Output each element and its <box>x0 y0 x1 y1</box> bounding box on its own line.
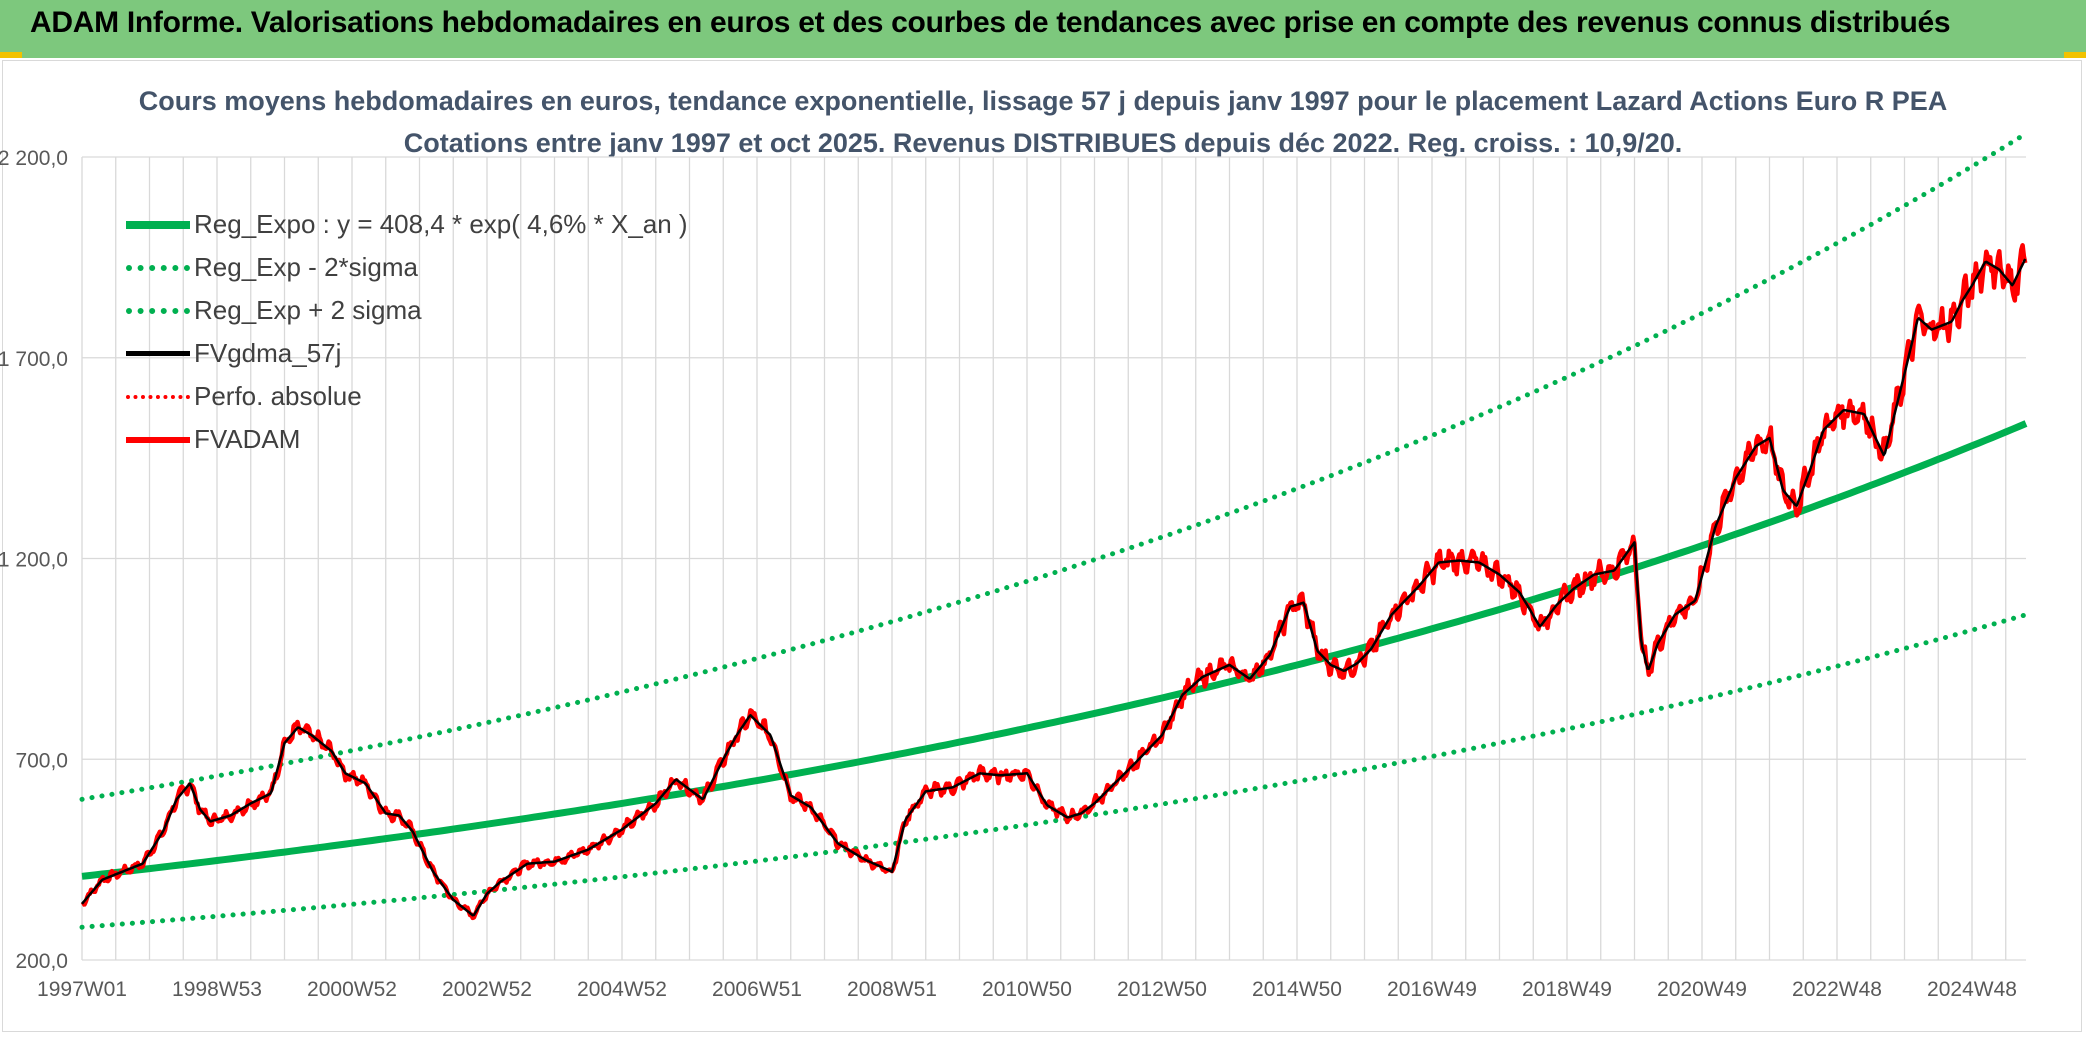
legend-item: FVgdma_57j <box>126 332 688 375</box>
x-tick-label: 2022W48 <box>1792 978 1882 1001</box>
header-band <box>0 0 2086 58</box>
x-tick-label: 2002W52 <box>442 978 532 1001</box>
x-tick-label: 2010W50 <box>982 978 1072 1001</box>
legend-item: Reg_Exp - 2*sigma <box>126 246 688 289</box>
fvgdma-57j-series-line <box>81 258 2027 917</box>
legend-label: Perfo. absolue <box>194 381 362 411</box>
legend-item: Perfo. absolue <box>126 375 688 418</box>
x-tick-label: 2024W48 <box>1927 978 2017 1001</box>
x-tick-label: 2006W51 <box>712 978 802 1001</box>
x-tick-label: 2004W52 <box>577 978 667 1001</box>
header-corner-left <box>0 52 22 58</box>
legend-label: FVADAM <box>194 424 301 454</box>
legend-item: Reg_Expo : y = 408,4 * exp( 4,6% * X_an … <box>126 203 688 246</box>
legend-label: Reg_Exp - 2*sigma <box>194 252 418 282</box>
x-tick-label: 1998W53 <box>172 978 262 1001</box>
legend-swatch-perfo <box>126 394 190 399</box>
trend-exponential-line <box>81 420 2028 880</box>
x-tick-label: 2018W49 <box>1522 978 1612 1001</box>
legend-swatch-fvadam <box>126 436 190 443</box>
x-tick-label: 2016W49 <box>1387 978 1477 1001</box>
legend-swatch-reg-exp-plus <box>126 307 190 314</box>
x-tick-label: 1997W01 <box>37 978 127 1001</box>
x-tick-label: 2020W49 <box>1657 978 1747 1001</box>
legend-item: FVADAM <box>126 418 688 461</box>
legend-item: Reg_Exp + 2 sigma <box>126 289 688 332</box>
x-tick-label: 2012W50 <box>1117 978 1207 1001</box>
legend-label: Reg_Exp + 2 sigma <box>194 295 422 325</box>
x-tick-label: 2000W52 <box>307 978 397 1001</box>
legend-swatch-reg-exp-minus <box>126 264 190 271</box>
y-tick-label: 1 700,0 <box>0 348 68 371</box>
legend-label: Reg_Expo : y = 408,4 * exp( 4,6% * X_an … <box>194 209 688 239</box>
trend-upper-band-line <box>79 131 2029 802</box>
x-tick-label: 2014W50 <box>1252 978 1342 1001</box>
chart-legend: Reg_Expo : y = 408,4 * exp( 4,6% * X_an … <box>126 203 688 461</box>
y-tick-label: 700,0 <box>15 749 68 772</box>
legend-label: FVgdma_57j <box>194 338 342 368</box>
x-tick-label: 2008W51 <box>847 978 937 1001</box>
chart-title-line1: Cours moyens hebdomadaires en euros, ten… <box>138 86 1948 116</box>
trend-lower-band-line <box>79 612 2029 930</box>
y-tick-label: 1 200,0 <box>0 549 68 572</box>
y-tick-label: 200,0 <box>15 950 68 973</box>
legend-swatch-reg-expo <box>126 220 190 229</box>
report-title: ADAM Informe. Valorisations hebdomadaire… <box>30 6 1951 39</box>
header-corner-right <box>2064 52 2086 58</box>
legend-swatch-fvgdma <box>126 351 190 356</box>
chart-title-line2: Cotations entre janv 1997 et oct 2025. R… <box>403 128 1683 158</box>
y-tick-label: 2 200,0 <box>0 147 68 170</box>
